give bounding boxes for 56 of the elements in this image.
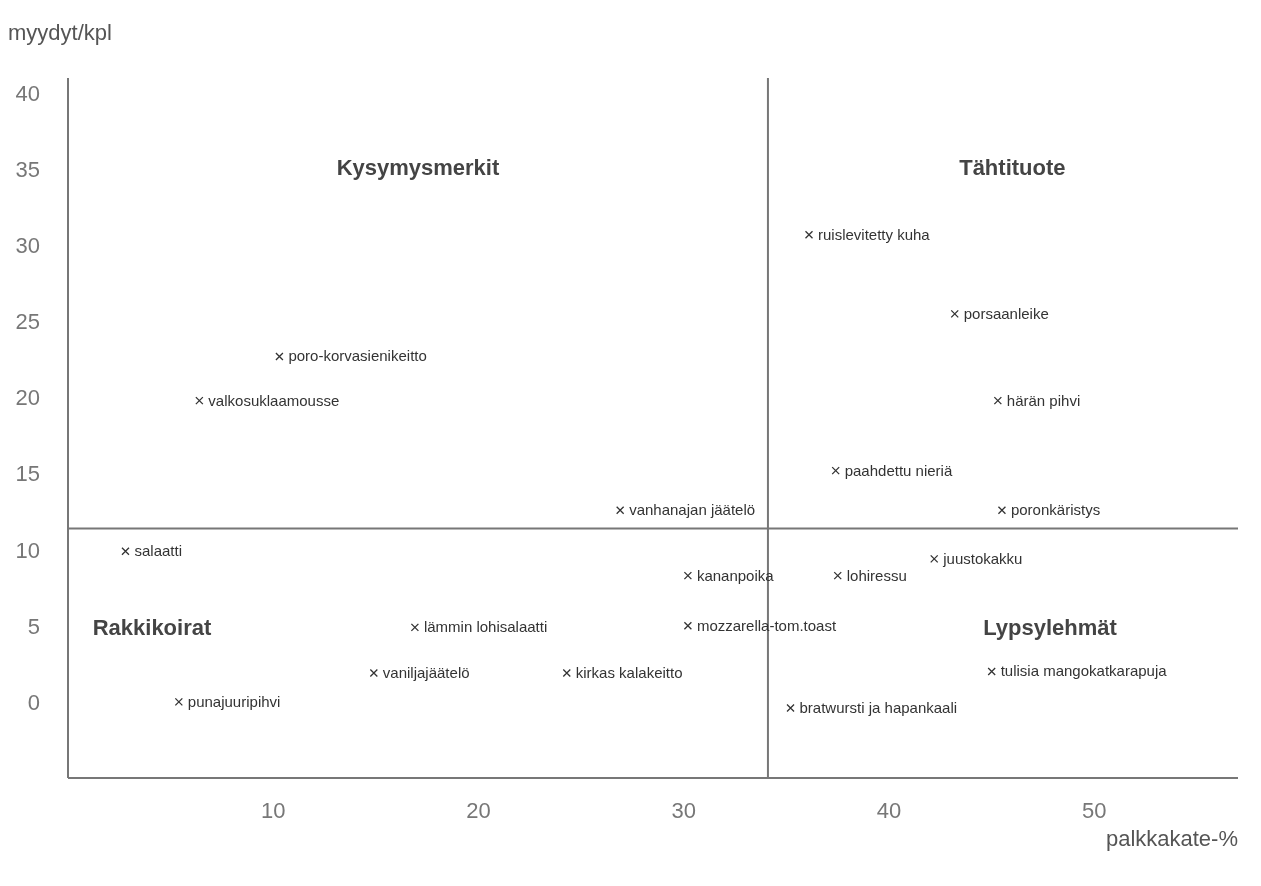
x-tick-label: 30 — [671, 797, 697, 823]
point — [831, 466, 840, 475]
point — [369, 668, 378, 678]
annotation: Lypsylehmät — [983, 615, 1117, 642]
series-label: ruislevitetty kuha — [818, 225, 931, 243]
y-tick-label: 5 — [27, 613, 40, 639]
point — [786, 703, 795, 713]
point — [997, 506, 1007, 515]
x-axis-title: palkkakate-% — [1105, 826, 1238, 852]
series-label: salaatti — [134, 542, 182, 560]
y-tick-label: 15 — [15, 461, 40, 487]
series-label: lämmin lohisalaatti — [423, 618, 548, 636]
point — [683, 621, 693, 630]
y-axis-title: myydyt/kpl — [8, 20, 112, 46]
series-label: punajuuripihvi — [187, 692, 281, 710]
point — [987, 667, 996, 676]
point — [616, 506, 625, 515]
y-tick-label: 35 — [15, 157, 40, 183]
y-tick-label: 30 — [15, 233, 40, 259]
y-tick-label: 10 — [15, 537, 40, 563]
point — [930, 554, 939, 564]
point — [804, 230, 814, 239]
series-label: bratwursti ja hapankaali — [799, 699, 958, 716]
point — [950, 309, 959, 319]
series-label: poronkäristys — [1010, 501, 1101, 519]
y-tick-label: 25 — [15, 309, 40, 335]
series-label: juustokakku — [942, 549, 1023, 567]
x-tick-label: 40 — [876, 797, 902, 823]
series-label: poro-korvasienikeitto — [288, 347, 427, 365]
y-tick-label: 40 — [15, 81, 40, 107]
y-tick-label: 0 — [27, 689, 40, 715]
point — [833, 571, 842, 580]
point — [562, 668, 571, 678]
series-label: kirkas kalakeitto — [575, 664, 683, 681]
x-tick-label: 20 — [466, 797, 491, 823]
annotation: Rakkikoirat — [92, 615, 212, 642]
point — [993, 396, 1002, 405]
point — [121, 547, 130, 556]
annotation: Tähtituote — [959, 155, 1066, 182]
point — [683, 571, 693, 580]
point — [410, 623, 420, 632]
point — [195, 396, 204, 405]
series-label: porsaanleike — [963, 304, 1049, 322]
point — [275, 352, 284, 361]
series-label: valkosuklaamousse — [208, 391, 340, 409]
y-tick-label: 20 — [15, 385, 40, 411]
series-label: vaniljajäätelö — [382, 664, 470, 681]
point — [174, 697, 183, 707]
x-tick-label: 10 — [261, 797, 286, 823]
annotation: Kysymysmerkit — [336, 155, 500, 182]
series-label: paahdettu nieriä — [844, 461, 953, 479]
series-label: härän pihvi — [1006, 391, 1081, 409]
series-label: tulisia mangokatkarapuja — [1000, 662, 1168, 680]
series-label: lohiressu — [846, 566, 907, 584]
x-tick-label: 50 — [1082, 797, 1107, 823]
series-label: vanhanajan jäätelö — [629, 501, 756, 519]
